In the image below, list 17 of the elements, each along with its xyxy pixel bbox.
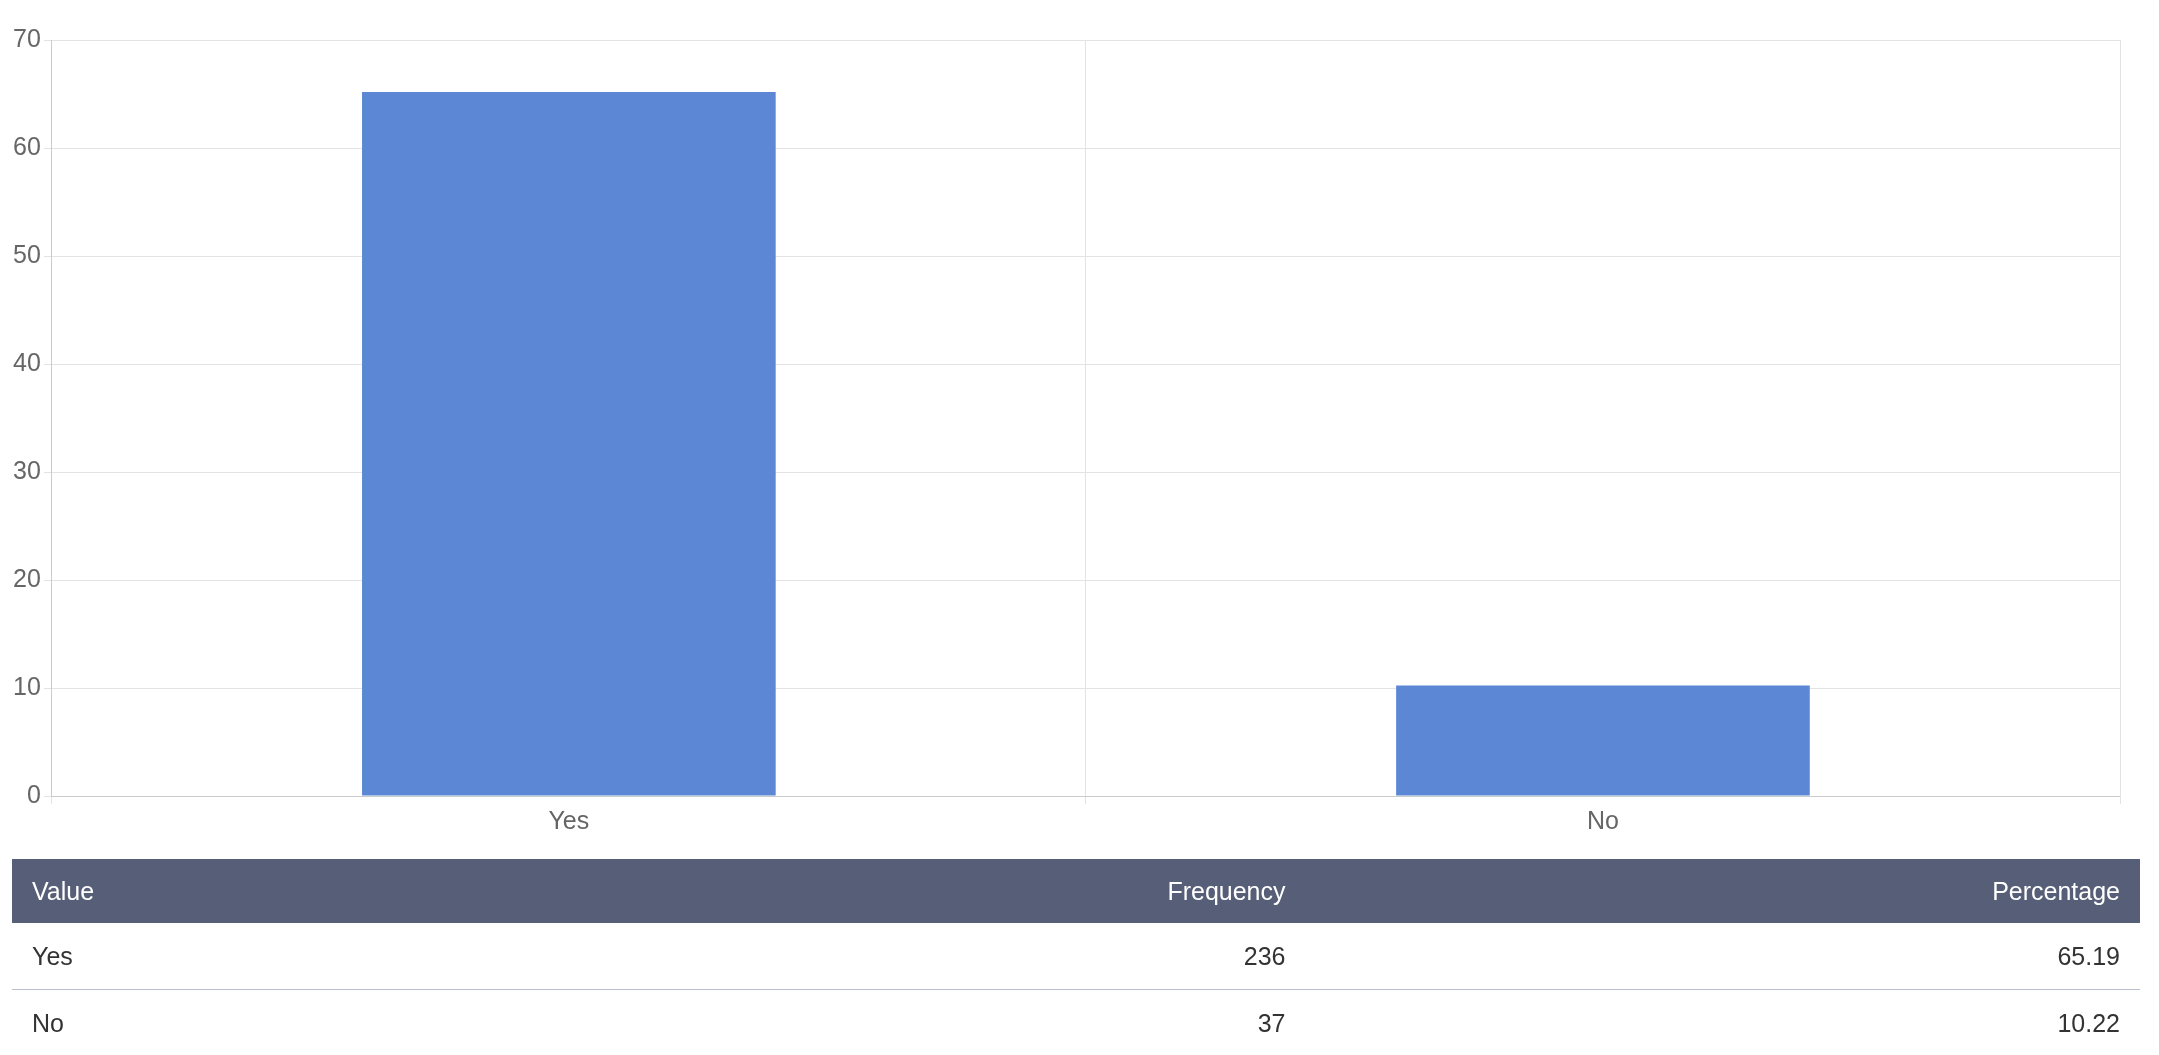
- data-label: 37: [519, 989, 1306, 1055]
- data-label: 10.22: [1305, 989, 2140, 1055]
- y-tick-label: 10: [13, 671, 41, 700]
- y-tick-label: 40: [13, 347, 41, 376]
- text: Value: [12, 859, 520, 923]
- text: Percentage: [1305, 859, 2140, 923]
- y-tick-label: 20: [13, 563, 41, 592]
- y-tick-label: 50: [13, 239, 41, 268]
- category-label: Yes: [12, 923, 520, 990]
- text: Frequency: [519, 859, 1306, 923]
- y-tick-label: 30: [13, 455, 41, 484]
- y-tick-label: 60: [13, 131, 41, 160]
- data-label: 65.19: [1305, 923, 2140, 990]
- category-label: No: [12, 989, 520, 1055]
- y-tick-label: 70: [13, 23, 41, 52]
- data-label: 236: [519, 923, 1306, 990]
- y-tick-label: 0: [26, 779, 41, 808]
